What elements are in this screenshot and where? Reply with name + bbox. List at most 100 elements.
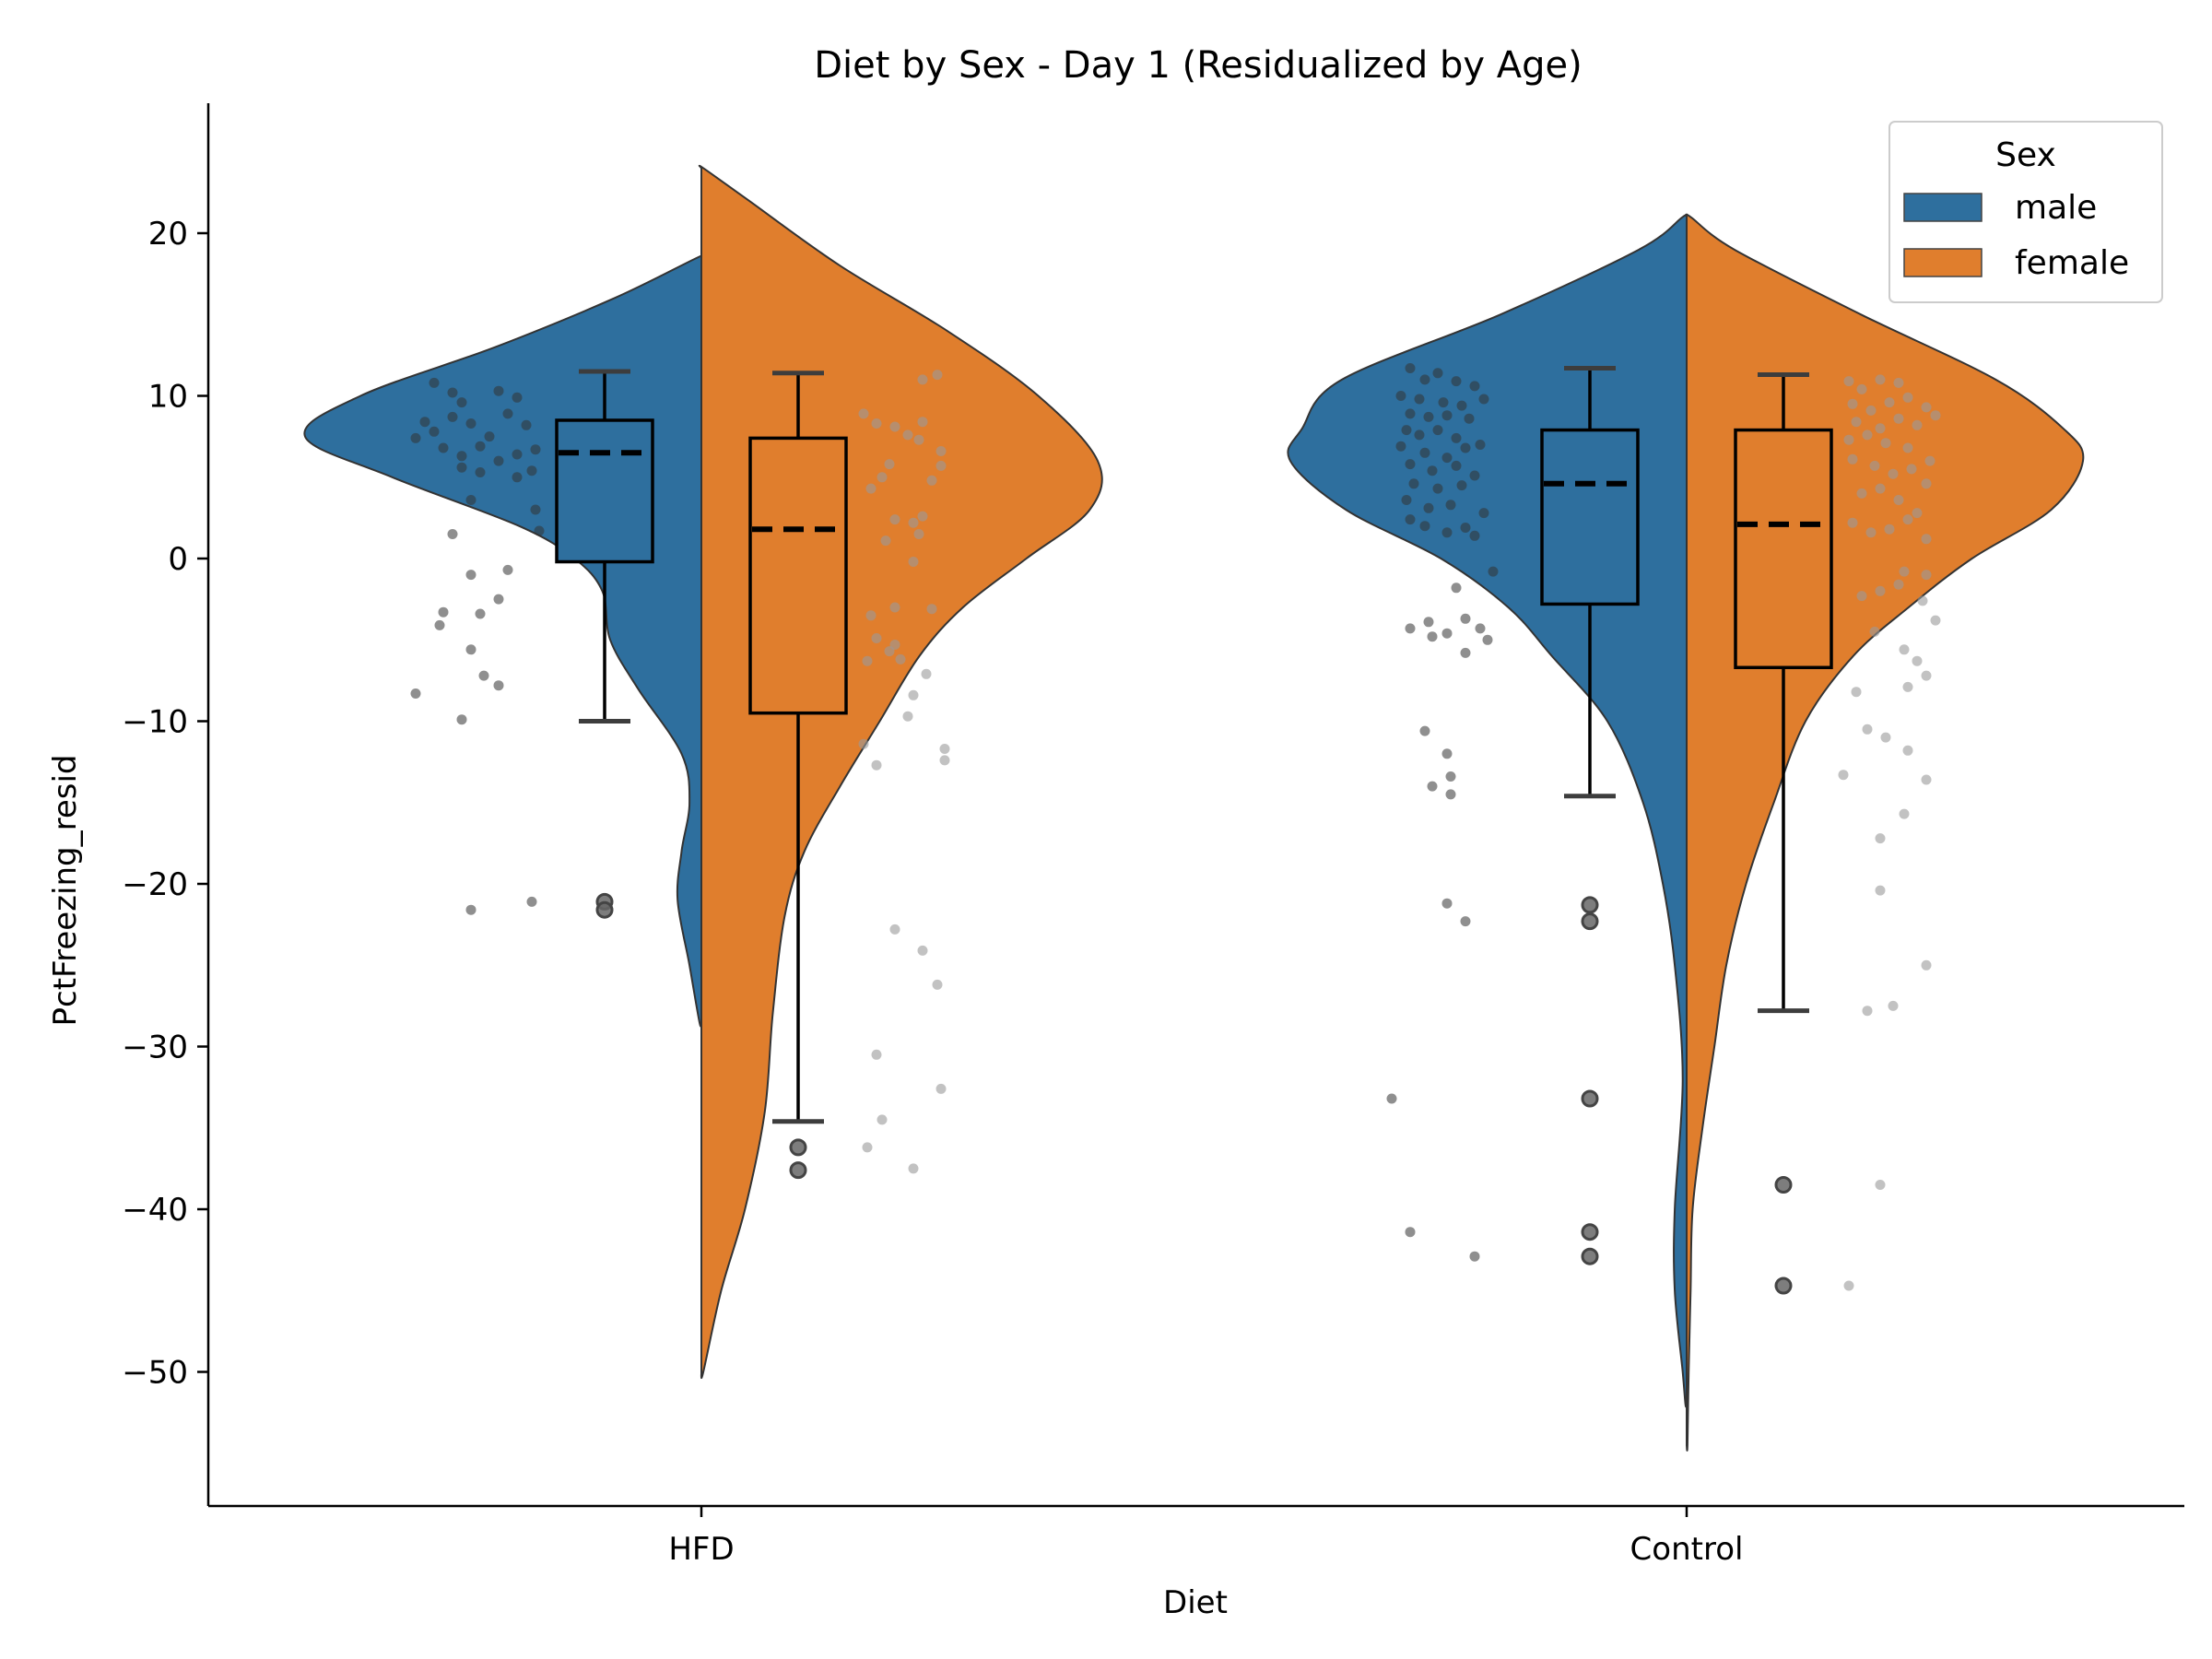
data-point-male bbox=[1460, 647, 1471, 658]
data-point-male bbox=[1432, 368, 1443, 379]
data-point-female bbox=[1902, 681, 1913, 692]
data-point-male bbox=[456, 451, 467, 462]
data-point-male bbox=[438, 606, 449, 618]
y-tick-label: −50 bbox=[122, 1355, 188, 1392]
data-point-male bbox=[1451, 376, 1462, 387]
data-point-male bbox=[1475, 440, 1486, 450]
data-point-female bbox=[1856, 383, 1867, 394]
data-point-female bbox=[926, 604, 937, 615]
data-point-female bbox=[913, 434, 924, 445]
data-point-female bbox=[1899, 808, 1910, 819]
data-point-male bbox=[465, 418, 477, 429]
data-point-female bbox=[1843, 434, 1854, 445]
legend-swatch-male bbox=[1903, 193, 1983, 222]
data-point-male bbox=[493, 680, 504, 691]
data-point-female bbox=[1880, 732, 1891, 743]
outlier-point bbox=[595, 900, 614, 919]
outlier-point bbox=[1581, 896, 1599, 914]
data-point-female bbox=[871, 418, 882, 429]
data-point-female bbox=[889, 514, 900, 525]
data-point-male bbox=[1419, 521, 1430, 532]
data-point-male bbox=[1419, 447, 1430, 458]
data-point-male bbox=[484, 431, 495, 442]
data-point-male bbox=[526, 896, 537, 907]
data-point-male bbox=[534, 525, 545, 536]
data-point-female bbox=[917, 945, 928, 956]
legend: Sex male female bbox=[1888, 121, 2163, 303]
data-point-female bbox=[1912, 419, 1923, 430]
data-point-male bbox=[1445, 771, 1456, 782]
legend-label-female: female bbox=[2015, 244, 2129, 282]
data-point-female bbox=[1893, 579, 1904, 590]
data-point-male bbox=[410, 688, 421, 699]
data-point-male bbox=[1427, 781, 1438, 792]
data-point-male bbox=[1475, 623, 1486, 634]
data-point-female bbox=[889, 640, 900, 650]
x-tick-label-hfd: HFD bbox=[668, 1531, 734, 1568]
data-point-male bbox=[512, 392, 523, 403]
data-point-male bbox=[465, 644, 477, 655]
data-point-male bbox=[465, 570, 477, 581]
data-point-male bbox=[1478, 394, 1489, 405]
data-point-female bbox=[917, 511, 928, 522]
data-point-female bbox=[935, 1083, 947, 1094]
data-point-male bbox=[1423, 502, 1434, 513]
data-point-female bbox=[871, 759, 882, 771]
data-point-female bbox=[1902, 442, 1913, 453]
data-point-female bbox=[1921, 570, 1932, 581]
outlier-point bbox=[1581, 1089, 1599, 1108]
outlier-point bbox=[1581, 1223, 1599, 1241]
data-point-female bbox=[917, 417, 928, 428]
data-point-male bbox=[1401, 495, 1412, 505]
data-point-male bbox=[1401, 425, 1412, 436]
data-point-male bbox=[1460, 442, 1471, 453]
data-point-female bbox=[1921, 670, 1932, 681]
data-point-female bbox=[858, 408, 869, 419]
data-point-male bbox=[447, 411, 458, 422]
data-point-female bbox=[1921, 478, 1932, 489]
axes: 20 10 0 −10 −20 −30 −40 −50 HFD Control bbox=[122, 103, 2184, 1568]
data-point-male bbox=[1445, 500, 1456, 511]
data-point-female bbox=[1930, 615, 1941, 626]
data-point-male bbox=[1432, 425, 1443, 436]
data-point-female bbox=[889, 421, 900, 432]
data-point-male bbox=[1432, 483, 1443, 494]
data-point-male bbox=[1478, 508, 1489, 519]
data-point-male bbox=[1419, 725, 1430, 736]
data-point-male bbox=[493, 455, 504, 466]
data-point-female bbox=[1862, 429, 1873, 441]
data-point-male bbox=[1427, 465, 1438, 477]
data-point-female bbox=[1838, 770, 1849, 781]
data-point-female bbox=[1921, 534, 1932, 545]
data-point-female bbox=[1875, 483, 1886, 494]
data-point-male bbox=[475, 608, 486, 619]
data-point-male bbox=[1419, 374, 1430, 385]
data-point-female bbox=[939, 755, 950, 766]
data-point-male bbox=[1441, 527, 1453, 538]
data-point-female bbox=[1912, 655, 1923, 666]
data-point-female bbox=[1875, 1180, 1886, 1190]
data-point-female bbox=[884, 459, 895, 470]
data-point-female bbox=[935, 460, 947, 471]
data-point-female bbox=[908, 689, 919, 700]
iqr-box bbox=[1734, 428, 1833, 670]
data-point-male bbox=[429, 377, 440, 388]
y-tick-label: −30 bbox=[122, 1030, 188, 1066]
data-point-female bbox=[1921, 774, 1932, 785]
data-point-male bbox=[1405, 1227, 1416, 1238]
data-point-male bbox=[1441, 748, 1453, 759]
data-point-female bbox=[1880, 438, 1891, 449]
data-point-male bbox=[456, 714, 467, 725]
data-point-male bbox=[1408, 478, 1419, 489]
data-point-male bbox=[1460, 523, 1471, 533]
data-point-female bbox=[1847, 398, 1858, 409]
data-point-female bbox=[1869, 460, 1880, 471]
outlier-point bbox=[1581, 1247, 1599, 1265]
data-point-female bbox=[1875, 833, 1886, 844]
data-point-male bbox=[1427, 631, 1438, 642]
data-point-female bbox=[1902, 392, 1913, 403]
data-point-female bbox=[871, 1049, 882, 1060]
data-point-female bbox=[880, 535, 891, 547]
legend-title: Sex bbox=[1995, 136, 2056, 174]
data-point-male bbox=[1386, 1093, 1397, 1104]
